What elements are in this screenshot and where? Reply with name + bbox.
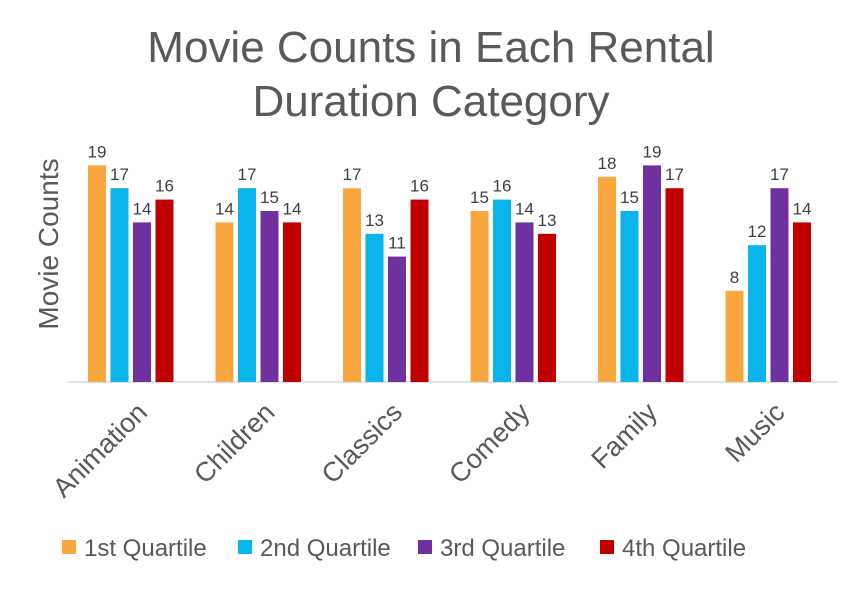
category-label-classics: Classics xyxy=(316,397,408,489)
data-label-music-series-4: 14 xyxy=(793,199,812,218)
data-label-music-series-2: 12 xyxy=(748,222,767,241)
bars-layer xyxy=(88,165,811,382)
legend-label-series-1: 1st Quartile xyxy=(84,535,207,562)
bar-music-series-2 xyxy=(748,245,766,382)
legend: 1st Quartile 2nd Quartile 3rd Quartile 4th … xyxy=(62,535,746,562)
chart-title-line-2: Duration Category xyxy=(252,77,609,126)
data-label-children-series-1: 14 xyxy=(215,199,234,218)
bar-classics-series-3 xyxy=(388,256,406,382)
data-label-music-series-1: 8 xyxy=(730,268,739,287)
data-label-classics-series-3: 11 xyxy=(388,234,406,253)
legend-label-series-4: 4th Quartile xyxy=(622,535,746,562)
bar-animation-series-4 xyxy=(155,199,174,382)
data-label-animation-series-3: 14 xyxy=(133,199,152,218)
bar-music-series-4 xyxy=(793,222,811,382)
bar-children-series-3 xyxy=(260,211,279,382)
data-label-family-series-3: 19 xyxy=(643,142,662,161)
bar-animation-series-3 xyxy=(133,222,151,382)
bar-comedy-series-4 xyxy=(538,233,556,382)
data-label-animation-series-4: 16 xyxy=(155,177,174,196)
data-label-family-series-4: 17 xyxy=(665,165,684,184)
bar-comedy-series-2 xyxy=(493,199,511,382)
bar-family-series-4 xyxy=(665,188,684,382)
category-label-comedy: Comedy xyxy=(443,397,536,490)
bar-animation-series-1 xyxy=(88,165,106,382)
bar-music-series-1 xyxy=(725,290,744,382)
bar-classics-series-4 xyxy=(410,199,429,382)
legend-swatch-series-2 xyxy=(238,540,252,554)
category-label-music: Music xyxy=(719,397,790,468)
data-label-comedy-series-3: 14 xyxy=(515,199,534,218)
data-label-classics-series-1: 17 xyxy=(343,165,362,184)
bar-classics-series-2 xyxy=(365,233,384,382)
data-label-animation-series-1: 19 xyxy=(88,142,107,161)
data-label-family-series-1: 18 xyxy=(598,154,617,173)
bar-family-series-1 xyxy=(598,176,616,382)
category-label-animation: Animation xyxy=(47,397,153,503)
bar-comedy-series-3 xyxy=(515,222,534,382)
legend-label-series-3: 3rd Quartile xyxy=(440,535,565,562)
chart-title-line-1: Movie Counts in Each Rental xyxy=(147,23,714,72)
bar-music-series-3 xyxy=(770,188,789,382)
category-labels-layer: Animation Children Classics Comedy Family Mus… xyxy=(47,397,791,503)
y-axis-label: Movie Counts xyxy=(33,158,64,329)
data-label-classics-series-4: 16 xyxy=(410,177,429,196)
data-label-music-series-3: 17 xyxy=(770,165,789,184)
category-label-children: Children xyxy=(188,397,280,489)
data-label-classics-series-2: 13 xyxy=(365,211,384,230)
category-label-family: Family xyxy=(586,397,664,475)
bar-family-series-3 xyxy=(643,165,661,382)
legend-swatch-series-4 xyxy=(600,540,614,554)
bar-animation-series-2 xyxy=(110,188,129,382)
legend-swatch-series-3 xyxy=(418,540,432,554)
data-label-animation-series-2: 17 xyxy=(110,165,129,184)
bar-family-series-2 xyxy=(620,211,639,382)
data-label-children-series-2: 17 xyxy=(238,165,257,184)
data-label-comedy-series-1: 15 xyxy=(470,188,489,207)
bar-children-series-2 xyxy=(238,188,256,382)
bar-children-series-4 xyxy=(283,222,301,382)
data-labels-layer: 1917141614171514171311161516141318151917… xyxy=(88,142,812,286)
data-label-children-series-3: 15 xyxy=(260,188,279,207)
data-label-family-series-2: 15 xyxy=(620,188,639,207)
legend-label-series-2: 2nd Quartile xyxy=(260,535,391,562)
data-label-comedy-series-4: 13 xyxy=(538,211,557,230)
data-label-comedy-series-2: 16 xyxy=(493,177,512,196)
bar-comedy-series-1 xyxy=(470,211,489,382)
data-label-children-series-4: 14 xyxy=(283,199,302,218)
legend-swatch-series-1 xyxy=(62,540,76,554)
bar-classics-series-1 xyxy=(343,188,361,382)
bar-children-series-1 xyxy=(215,222,234,382)
